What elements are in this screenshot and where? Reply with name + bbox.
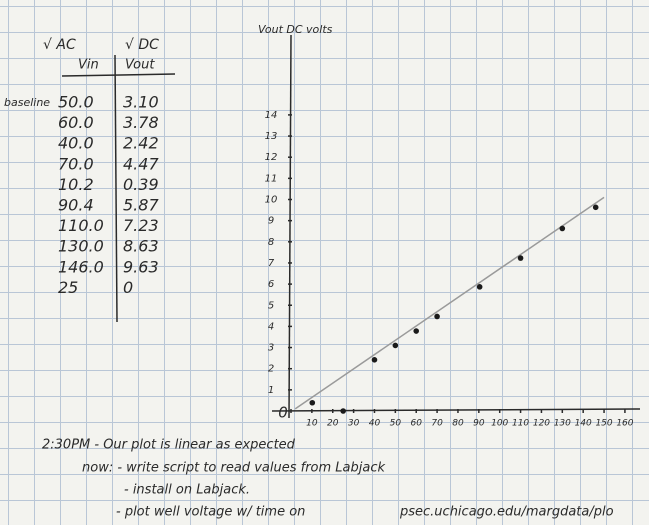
x-tick-label: 140	[575, 419, 592, 429]
row-note: baseline	[4, 96, 50, 109]
table-cell: 40.0	[58, 134, 94, 153]
x-tick-label: 80	[452, 419, 464, 429]
x-tick-label: 110	[512, 419, 529, 429]
table-cell: 10.2	[58, 175, 94, 194]
x-tick-label: 90	[473, 419, 485, 429]
y-tick-label: 6	[268, 279, 274, 290]
note-line: 2:30PM - Our plot is linear as expected	[42, 438, 296, 453]
notebook-page: √ AC √ DC Vin Vout baseline Vout DC volt…	[0, 0, 649, 525]
x-tick-label: 20	[327, 419, 339, 429]
data-point	[413, 328, 419, 334]
y-tick-label: 9	[268, 216, 274, 227]
y-tick-label: 14	[265, 110, 278, 121]
x-tick-label: 60	[410, 419, 422, 429]
table-cell: 146.0	[58, 257, 104, 276]
x-tick-label: 150	[595, 419, 612, 429]
y-tick-label: 13	[265, 131, 278, 142]
table-rule	[62, 74, 175, 76]
y-tick-label: 11	[265, 173, 278, 184]
table-cell: 9.63	[123, 257, 159, 276]
data-point	[518, 255, 524, 261]
table-cell: 0	[123, 278, 133, 297]
y-tick-label: 2	[268, 364, 274, 375]
x-tick-label: 100	[491, 419, 508, 429]
x-tick-label: 70	[431, 419, 443, 429]
data-point	[372, 357, 378, 363]
data-point	[434, 314, 440, 320]
table-cell: 8.63	[123, 237, 159, 256]
table-rule	[115, 55, 117, 322]
table-cell: 110.0	[58, 216, 104, 235]
table-cell: 4.47	[123, 154, 159, 173]
note-line: now: - write script to read values from …	[82, 461, 385, 476]
table-cell: 70.0	[58, 154, 94, 173]
note-line: psec.uchicago.edu/margdata/plo	[399, 505, 614, 520]
x-tick-label: 10	[306, 419, 318, 429]
data-point	[393, 343, 399, 349]
x-tick-label: 0	[278, 404, 288, 422]
x-tick-label: 40	[369, 419, 381, 429]
x-tick-label: 160	[616, 419, 633, 429]
note-line: - plot well voltage w/ time on	[116, 505, 305, 520]
table-cell: 7.23	[123, 216, 159, 235]
y-tick-label: 10	[265, 195, 278, 206]
data-point	[340, 408, 346, 414]
y-tick-label: 3	[268, 343, 274, 354]
table-cell: 3.78	[123, 113, 159, 132]
y-tick-label: 8	[268, 237, 274, 248]
table-cell: 3.10	[123, 93, 159, 112]
y-tick-label: 4	[268, 321, 274, 332]
x-tick-label: 50	[390, 419, 402, 429]
table-cell: 90.4	[58, 196, 94, 215]
y-tick-label: 12	[265, 152, 278, 163]
table-subheader: Vin	[78, 58, 99, 73]
y-axis-label: Vout DC volts	[258, 23, 333, 36]
table-cell: 50.0	[58, 93, 94, 112]
table-cell: 130.0	[58, 237, 104, 256]
table-subheader: Vout	[125, 58, 155, 73]
trend-line	[295, 197, 604, 409]
x-tick-label: 30	[348, 419, 360, 429]
data-point	[477, 284, 483, 290]
y-tick-label: 5	[268, 300, 274, 311]
y-tick-label: 7	[268, 258, 275, 269]
table-cell: 25	[58, 278, 78, 297]
y-tick-label: 1	[268, 385, 274, 396]
data-point	[309, 400, 315, 406]
note-line: - install on Labjack.	[124, 483, 250, 498]
table-cell: 5.87	[123, 196, 159, 215]
table-header: √ AC	[43, 37, 76, 53]
data-point	[560, 226, 566, 232]
data-point	[593, 205, 599, 211]
table-header: √ DC	[125, 37, 159, 53]
table-cell: 2.42	[123, 134, 159, 153]
x-axis	[272, 409, 640, 411]
x-tick-label: 120	[533, 419, 550, 429]
table-cell: 0.39	[123, 175, 159, 194]
y-axis	[289, 35, 291, 418]
x-tick-label: 130	[554, 419, 571, 429]
table-cell: 60.0	[58, 113, 94, 132]
